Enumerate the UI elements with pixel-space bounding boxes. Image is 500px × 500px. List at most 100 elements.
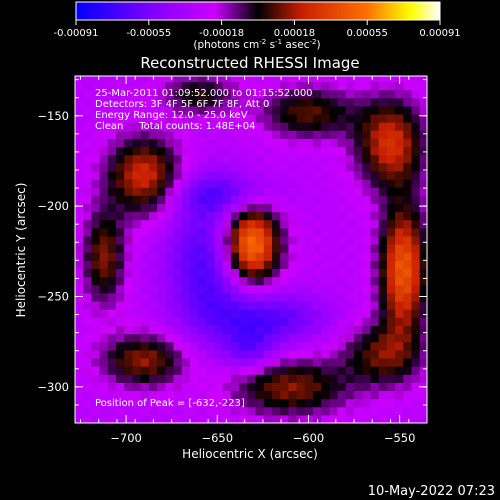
heatmap-cell xyxy=(132,170,142,180)
heatmap-cell xyxy=(230,374,240,383)
heatmap-cell xyxy=(247,138,257,148)
heatmap-cell xyxy=(124,211,133,221)
heatmap-cell xyxy=(206,284,216,294)
heatmap-cell xyxy=(99,366,109,375)
heatmap-cell xyxy=(222,406,232,416)
heatmap-cell xyxy=(370,235,380,245)
heatmap-cell xyxy=(378,122,388,131)
heatmap-cell xyxy=(173,325,183,335)
heatmap-cell xyxy=(173,309,183,318)
heatmap-cell xyxy=(362,146,372,156)
y-tick-label: −200 xyxy=(37,199,69,213)
heatmap-cell xyxy=(189,349,199,359)
heatmap-cell xyxy=(272,130,281,139)
heatmap-cell xyxy=(272,276,281,286)
x-tick-label: −650 xyxy=(201,431,233,445)
heatmap-cell xyxy=(83,130,92,139)
heatmap-cell xyxy=(206,349,216,359)
heatmap-cell xyxy=(165,349,175,359)
heatmap-cell xyxy=(386,203,396,213)
heatmap-cell xyxy=(173,219,183,229)
heatmap-cell xyxy=(321,382,330,391)
heatmap-cell xyxy=(124,398,133,408)
heatmap-cell xyxy=(288,235,298,245)
heatmap-cell xyxy=(321,114,330,123)
heatmap-cell xyxy=(99,179,109,188)
heatmap-cell xyxy=(99,390,109,400)
heatmap-cell xyxy=(189,227,199,237)
heatmap-cell xyxy=(173,341,183,351)
heatmap-cell xyxy=(230,162,240,172)
heatmap-cell xyxy=(288,187,298,196)
heatmap-cell xyxy=(75,122,84,131)
heatmap-cell xyxy=(411,114,421,123)
heatmap-cell xyxy=(280,203,289,213)
heatmap-cell xyxy=(83,187,92,196)
heatmap-cell xyxy=(296,309,306,318)
heatmap-cell xyxy=(296,219,306,229)
heatmap-cell xyxy=(362,219,372,229)
heatmap-cell xyxy=(247,341,257,351)
heatmap-cell xyxy=(132,97,142,107)
heatmap-cell xyxy=(99,374,109,383)
heatmap-cell xyxy=(189,235,199,245)
heatmap-cell xyxy=(148,301,158,310)
heatmap-cell xyxy=(132,162,142,172)
heatmap-cell xyxy=(263,179,273,188)
heatmap-cell xyxy=(313,349,322,359)
heatmap-cell xyxy=(411,76,421,82)
heatmap-cell xyxy=(214,268,224,278)
heatmap-cell xyxy=(83,284,92,294)
heatmap-cell xyxy=(247,97,257,107)
heatmap-cell xyxy=(395,162,404,172)
heatmap-cell xyxy=(296,76,306,82)
heatmap-cell xyxy=(280,317,289,326)
heatmap-cell xyxy=(313,390,322,400)
heatmap-cell xyxy=(116,211,125,221)
heatmap-cell xyxy=(345,325,355,335)
heatmap-cell xyxy=(272,414,281,423)
heatmap-cell xyxy=(75,325,84,335)
heatmap-cell xyxy=(304,301,314,310)
heatmap-cell xyxy=(165,357,175,367)
heatmap-cell xyxy=(411,357,421,367)
heatmap-cell xyxy=(403,130,413,139)
heatmap-cell xyxy=(296,406,306,416)
heatmap-cell xyxy=(263,260,273,269)
heatmap-cell xyxy=(288,349,298,359)
heatmap-cell xyxy=(272,211,281,221)
heatmap-cell xyxy=(148,398,158,408)
heatmap-cell xyxy=(148,325,158,335)
heatmap-cell xyxy=(124,333,133,343)
heatmap-cell xyxy=(247,227,257,237)
heatmap-cell xyxy=(239,398,248,408)
heatmap-cell xyxy=(362,235,372,245)
heatmap-cell xyxy=(132,203,142,213)
heatmap-cell xyxy=(132,260,142,269)
heatmap-cell xyxy=(75,130,84,139)
heatmap-cell xyxy=(148,235,158,245)
heatmap-cell xyxy=(419,138,427,148)
heatmap-cell xyxy=(214,114,224,123)
heatmap-cell xyxy=(329,105,339,115)
heatmap-cell xyxy=(329,325,339,335)
heatmap-cell xyxy=(370,81,380,91)
heatmap-cell xyxy=(181,76,191,82)
heatmap-cell xyxy=(263,187,273,196)
heatmap-cell xyxy=(263,130,273,139)
heatmap-cell xyxy=(165,235,175,245)
heatmap-cell xyxy=(403,162,413,172)
heatmap-cell xyxy=(157,341,166,351)
heatmap-cell xyxy=(165,284,175,294)
heatmap-cell xyxy=(304,138,314,148)
heatmap-cell xyxy=(386,309,396,318)
heatmap-cell xyxy=(370,179,380,188)
heatmap-cell xyxy=(173,114,183,123)
heatmap-cell xyxy=(337,374,347,383)
heatmap-cell xyxy=(411,333,421,343)
heatmap-cell xyxy=(362,114,372,123)
heatmap-cell xyxy=(75,357,84,367)
heatmap-cell xyxy=(296,170,306,180)
heatmap-cell xyxy=(255,390,265,400)
heatmap-cell xyxy=(206,203,216,213)
